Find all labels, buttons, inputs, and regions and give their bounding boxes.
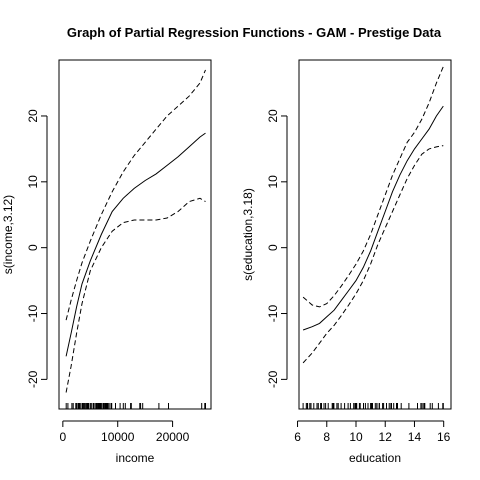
y-tick-label: -20 (26, 370, 40, 388)
y-tick-label: 10 (26, 175, 40, 189)
x-tick-label: 20000 (156, 430, 190, 444)
y-tick-label: 0 (266, 244, 280, 251)
y-axis-label: s(education,3.18) (241, 188, 255, 281)
y-tick-label: -20 (266, 370, 280, 388)
x-tick-label: 10 (349, 430, 363, 444)
y-tick-label: 10 (266, 175, 280, 189)
upper-band-line (65, 69, 206, 321)
y-tick-label: -10 (26, 305, 40, 323)
plot-frame (58, 59, 212, 410)
y-tick-label: -10 (266, 305, 280, 323)
upper-band-line (302, 66, 444, 308)
y-tick-label: 20 (266, 109, 280, 123)
x-tick-label: 16 (437, 430, 451, 444)
x-axis-label: education (349, 451, 401, 465)
x-tick-label: 6 (294, 430, 301, 444)
x-tick-label: 8 (323, 430, 330, 444)
x-tick-label: 0 (59, 430, 66, 444)
x-axis-label: income (116, 451, 155, 465)
lower-band-line (302, 145, 444, 364)
panel-1: 0 10000 20000 -20 -10 0 10 20 income s(income,3.1… (1, 59, 212, 465)
x-tick-label: 14 (408, 430, 422, 444)
fit-line (302, 105, 444, 331)
x-tick-label: 12 (379, 430, 393, 444)
lower-band-line (65, 197, 206, 393)
y-tick-label: 20 (26, 109, 40, 123)
figure-title: Graph of Partial Regression Functions - … (67, 25, 442, 40)
y-axis-label: s(income,3.12) (1, 195, 15, 274)
x-tick-label: 10000 (101, 430, 135, 444)
y-tick-label: 0 (26, 244, 40, 251)
panel-2: 6 8 10 12 14 16 -20 -10 0 10 20 education s(educatio… (241, 59, 452, 465)
fit-line (65, 132, 206, 357)
plot-frame (298, 59, 452, 410)
